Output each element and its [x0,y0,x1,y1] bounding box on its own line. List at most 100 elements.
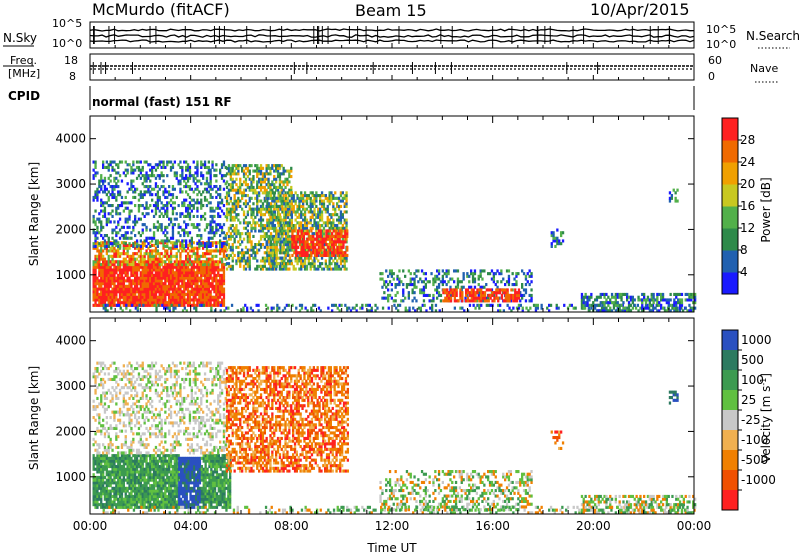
power-cell [151,254,154,258]
power-cell [194,276,197,280]
power-cell [231,188,234,192]
power-cell [149,265,152,269]
power-cell [298,243,302,247]
power-cell [172,306,175,310]
power-cell [113,176,116,180]
power-cell [217,284,220,288]
power-cell [308,248,311,252]
power-cell [94,193,97,197]
power-cell [219,193,222,197]
power-cell [166,306,170,310]
power-cell [261,224,265,228]
power-cell [154,279,158,283]
power-cell [248,221,251,225]
power-cell [413,280,416,284]
power-cell [164,234,167,238]
power-cell [196,249,199,253]
power-cell [339,226,343,230]
power-cell [402,283,405,287]
power-cell [275,185,278,189]
power-cell [322,199,326,203]
power-cell [149,298,152,302]
power-cell [169,295,173,299]
power-cell [250,164,253,168]
power-cell [134,217,137,221]
power-cell [183,263,186,267]
noise-left-tick-top: 10^5 [52,17,82,30]
power-cell [302,196,305,200]
power-cell [109,204,112,208]
power-cell [126,249,129,253]
power-cell [237,185,240,189]
power-cell [338,251,341,255]
power-cell [202,303,205,307]
power-cell [456,269,460,273]
power-cell [183,160,186,164]
power-cell [282,180,285,184]
power-cell [252,202,255,206]
power-cell [394,283,397,287]
power-cell [117,268,120,272]
power-cell [100,225,103,229]
power-cell [105,263,108,267]
power-cell [117,244,120,248]
power-cell [141,168,144,172]
power-cell [152,243,156,247]
power-cell [506,299,509,303]
power-cell [98,287,101,291]
power-cell [137,298,141,302]
power-cell [338,303,341,307]
power-cell [248,164,251,168]
power-cell [311,202,314,206]
power-cell [203,198,207,202]
power-cell [334,234,337,238]
power-cell [241,248,244,252]
power-cell [267,218,270,222]
power-cell [107,236,110,240]
power-cell [227,262,231,266]
power-cell [196,193,199,197]
power-cell [487,293,490,297]
power-cell [246,234,249,238]
power-cell [466,272,469,276]
power-cell [453,306,456,310]
power-cell [281,207,284,211]
power-cell [332,196,335,200]
power-cell [205,242,209,246]
power-cell [94,282,97,286]
power-cell [437,269,441,273]
power-cell [118,160,122,164]
power-cell [445,272,448,276]
power-cell [173,290,176,294]
power-cell [263,237,266,241]
power-cell [96,195,99,199]
power-cell [275,245,278,249]
power-cell [217,263,220,267]
power-cell [126,263,129,267]
power-cell [171,290,175,294]
power-cell [500,269,503,273]
power-cell [128,225,131,229]
noise-traces [89,26,695,48]
power-cell [156,271,159,275]
power-cell [338,232,341,236]
power-cell [244,245,248,249]
power-cell [94,260,97,264]
power-cell [124,217,127,221]
power-cell [185,168,188,172]
power-cell [282,166,285,170]
power-cell [225,240,229,244]
power-cell [94,236,97,240]
power-cell [96,190,99,194]
power-cell [166,160,169,164]
power-cell [102,225,105,229]
power-cell [169,241,173,245]
power-cell [409,280,412,284]
power-cell [217,301,220,305]
power-cell [211,260,214,264]
power-cell [499,303,502,307]
power-cell [111,257,114,261]
power-cell [96,282,99,286]
power-cell [263,234,266,238]
power-cell [227,234,231,238]
